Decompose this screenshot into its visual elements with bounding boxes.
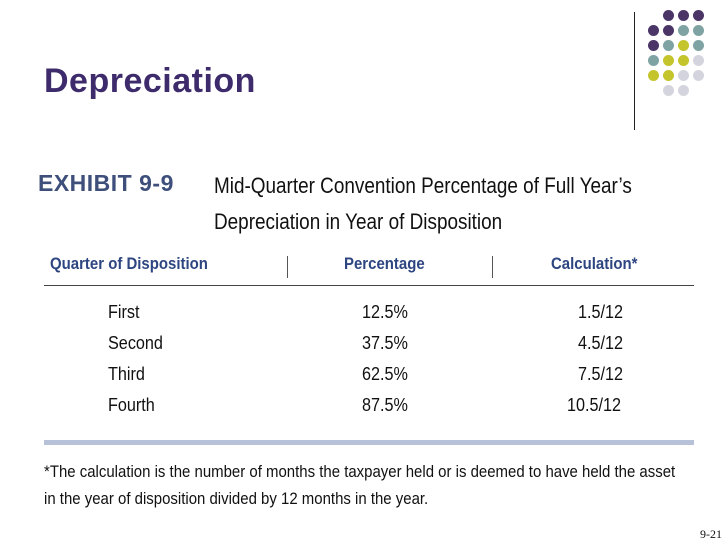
- page-number: 9-21: [700, 527, 722, 541]
- decorative-dot: [678, 70, 689, 81]
- decorative-dot: [678, 55, 689, 66]
- decorative-dot: [663, 40, 674, 51]
- row-calculation: 1.5/12: [578, 302, 624, 322]
- header-rule: [44, 285, 694, 286]
- decorative-dot-grid: [648, 10, 728, 110]
- decorative-dot: [663, 55, 674, 66]
- table-footnote: *The calculation is the number of months…: [44, 462, 676, 508]
- row-percentage: 87.5%: [362, 395, 408, 415]
- decorative-dot: [663, 70, 674, 81]
- decorative-dot: [693, 55, 704, 66]
- decorative-divider: [634, 12, 635, 130]
- row-quarter: Fourth: [108, 395, 155, 415]
- decorative-dot: [648, 40, 659, 51]
- row-calculation: 4.5/12: [578, 333, 624, 353]
- decorative-dot: [648, 55, 659, 66]
- decorative-dot: [648, 70, 659, 81]
- decorative-dot: [678, 25, 689, 36]
- decorative-dot: [678, 85, 689, 96]
- row-quarter: Third: [108, 364, 145, 384]
- decorative-dot: [678, 10, 689, 21]
- exhibit-title: Mid-Quarter Convention Percentage of Ful…: [214, 173, 632, 234]
- decorative-dot: [693, 40, 704, 51]
- header-separator: [287, 256, 288, 278]
- header-percentage: Percentage: [344, 254, 425, 273]
- row-calculation: 7.5/12: [578, 364, 624, 384]
- row-quarter: First: [108, 302, 140, 322]
- row-percentage: 62.5%: [362, 364, 408, 384]
- row-percentage: 12.5%: [362, 302, 408, 322]
- decorative-dot: [648, 25, 659, 36]
- row-calculation: 10.5/12: [567, 395, 622, 415]
- row-quarter: Second: [108, 333, 163, 353]
- decorative-dot: [693, 25, 704, 36]
- footer-rule: [44, 440, 694, 445]
- header-quarter: Quarter of Disposition: [50, 254, 208, 273]
- decorative-dot: [678, 40, 689, 51]
- slide-title: Depreciation: [44, 62, 256, 100]
- decorative-dot: [693, 70, 704, 81]
- header-calculation: Calculation*: [551, 254, 638, 273]
- decorative-dot: [663, 85, 674, 96]
- exhibit-label: EXHIBIT 9-9: [38, 170, 174, 196]
- row-percentage: 37.5%: [362, 333, 408, 353]
- decorative-dot: [693, 10, 704, 21]
- decorative-dot: [663, 25, 674, 36]
- decorative-dot: [663, 10, 674, 21]
- header-separator: [492, 256, 493, 278]
